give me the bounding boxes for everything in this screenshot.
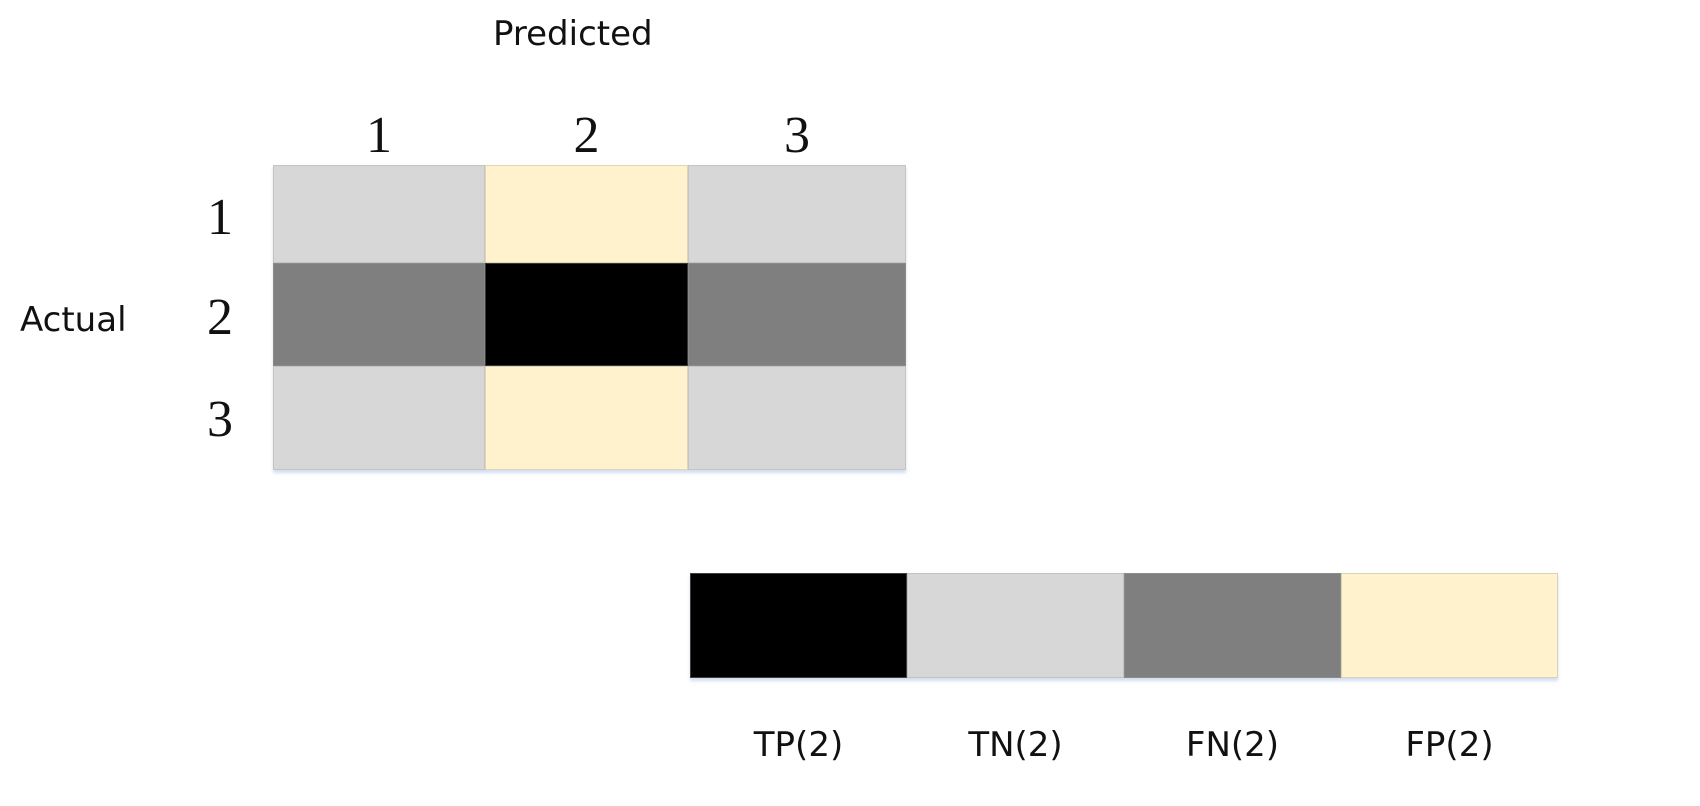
matrix-cell-tn-r1-c1 — [273, 165, 485, 263]
row-label: 2 — [207, 289, 233, 346]
legend-label-tn: TN(2) — [968, 725, 1063, 765]
legend-swatch-tn — [907, 573, 1124, 678]
column-label: 1 — [366, 107, 392, 164]
matrix-cell-tp-r2-c2 — [485, 263, 688, 366]
legend-swatch-tp — [690, 573, 907, 678]
confusion-matrix — [273, 165, 906, 470]
legend-label-fn: FN(2) — [1185, 725, 1280, 765]
legend-swatch-fp — [1341, 573, 1558, 678]
matrix-cell-fp-r3-c2 — [485, 366, 688, 470]
legend-label-fp: FP(2) — [1405, 725, 1494, 765]
matrix-cell-fn-r2-c3 — [688, 263, 906, 366]
matrix-cell-fn-r2-c1 — [273, 263, 485, 366]
legend — [690, 573, 1558, 678]
column-label: 2 — [573, 107, 600, 164]
column-label: 3 — [784, 107, 810, 164]
matrix-cell-tn-r3-c1 — [273, 366, 485, 470]
row-label: 1 — [207, 189, 233, 246]
matrix-cell-fp-r1-c2 — [485, 165, 688, 263]
legend-labels: TP(2) TN(2) FN(2) FP(2) — [690, 725, 1558, 765]
matrix-cell-tn-r1-c3 — [688, 165, 906, 263]
legend-label-tp: TP(2) — [753, 725, 844, 765]
matrix-cell-tn-r3-c3 — [688, 366, 906, 470]
predicted-axis-title: Predicted — [493, 14, 653, 54]
actual-axis-title: Actual — [20, 300, 127, 340]
row-label: 3 — [207, 391, 233, 448]
legend-swatch-fn — [1124, 573, 1341, 678]
